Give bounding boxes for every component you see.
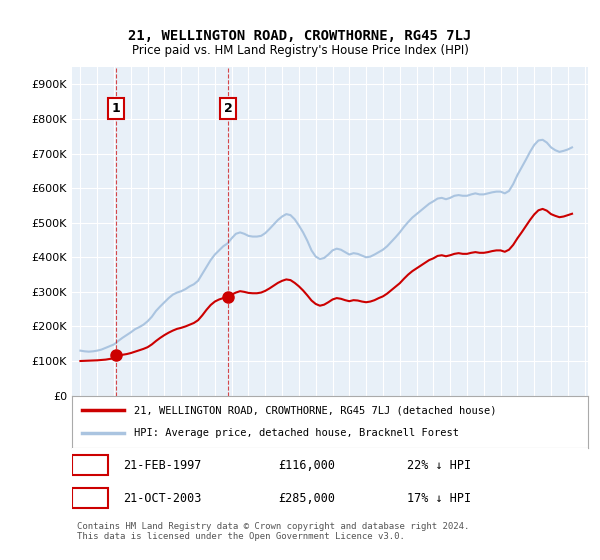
- Text: Price paid vs. HM Land Registry's House Price Index (HPI): Price paid vs. HM Land Registry's House …: [131, 44, 469, 57]
- Text: HPI: Average price, detached house, Bracknell Forest: HPI: Average price, detached house, Brac…: [134, 428, 459, 438]
- Text: 1: 1: [86, 459, 94, 472]
- FancyBboxPatch shape: [72, 455, 108, 475]
- Text: Contains HM Land Registry data © Crown copyright and database right 2024.
This d: Contains HM Land Registry data © Crown c…: [77, 521, 470, 541]
- Text: 1: 1: [112, 102, 121, 115]
- Text: 21-OCT-2003: 21-OCT-2003: [124, 492, 202, 505]
- FancyBboxPatch shape: [72, 488, 108, 508]
- Text: £285,000: £285,000: [278, 492, 335, 505]
- Text: 17% ↓ HPI: 17% ↓ HPI: [407, 492, 472, 505]
- Text: 21-FEB-1997: 21-FEB-1997: [124, 459, 202, 472]
- Text: 21, WELLINGTON ROAD, CROWTHORNE, RG45 7LJ (detached house): 21, WELLINGTON ROAD, CROWTHORNE, RG45 7L…: [134, 405, 496, 416]
- Text: 22% ↓ HPI: 22% ↓ HPI: [407, 459, 472, 472]
- Text: 21, WELLINGTON ROAD, CROWTHORNE, RG45 7LJ: 21, WELLINGTON ROAD, CROWTHORNE, RG45 7L…: [128, 29, 472, 44]
- Text: £116,000: £116,000: [278, 459, 335, 472]
- Text: 2: 2: [224, 102, 233, 115]
- Text: 2: 2: [86, 492, 94, 505]
